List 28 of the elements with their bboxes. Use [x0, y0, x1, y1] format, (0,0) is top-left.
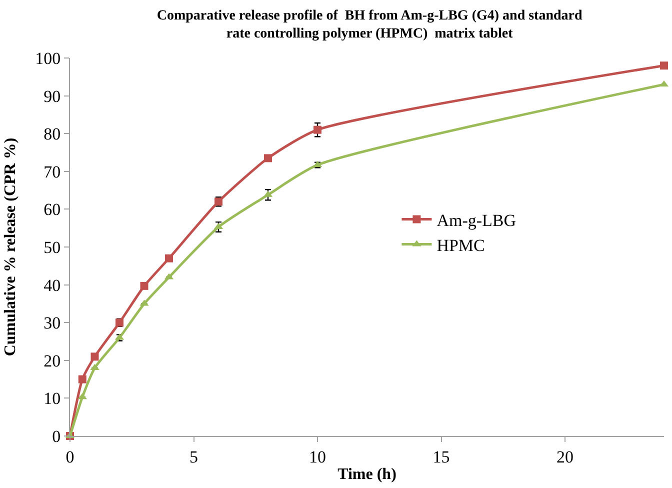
y-tick-label: 10 [44, 389, 61, 408]
y-tick-label: 0 [52, 426, 61, 446]
x-axis-title: Time (h) [338, 466, 396, 484]
point [314, 126, 322, 134]
y-axis-title: Cumulative % release (CPR %) [2, 138, 19, 356]
y-tick-label: 20 [44, 351, 61, 370]
y-tick-label: 50 [44, 238, 61, 257]
y-tick-label: 100 [35, 48, 61, 68]
legend-label: HPMC [436, 236, 485, 255]
y-tick-label: 30 [44, 314, 61, 333]
x-tick-label: 10 [309, 447, 326, 466]
point [140, 282, 148, 290]
x-tick-label: 15 [432, 447, 450, 466]
x-tick-label: 20 [556, 447, 574, 466]
y-tick-label: 80 [44, 124, 61, 144]
point [165, 254, 173, 262]
point [90, 352, 99, 361]
point [660, 62, 668, 70]
legend-label: Am-g-LBG [436, 210, 516, 230]
y-tick-label: 70 [44, 162, 61, 182]
y-tick-label: 90 [44, 86, 61, 106]
point [264, 154, 272, 162]
x-tick-label: 5 [190, 447, 198, 466]
y-tick-label: 40 [44, 276, 61, 295]
y-tick-label: 60 [44, 200, 61, 220]
point [78, 375, 86, 384]
chart-title: Comparative release profile of BH from Am-g-LBG (G4) and standard rate controlling polymer (HPMC) matrix tablet [156, 8, 583, 42]
x-tick-label: 0 [66, 447, 74, 466]
